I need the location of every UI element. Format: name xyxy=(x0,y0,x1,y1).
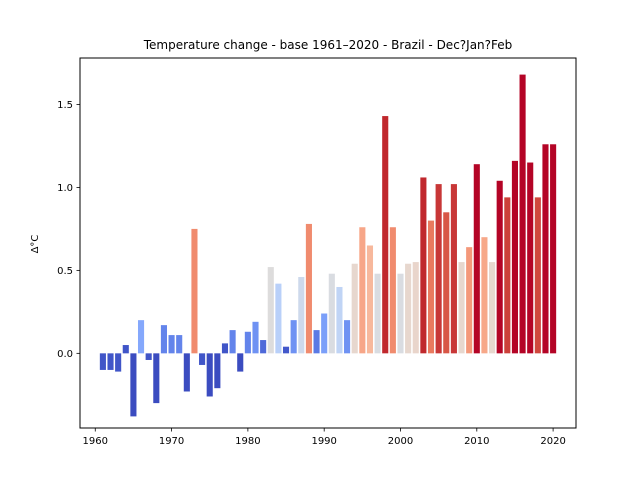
bar-2003 xyxy=(420,177,427,354)
bar-1979 xyxy=(237,353,244,372)
y-tick-label: 0.5 xyxy=(57,266,73,277)
bar-2019 xyxy=(542,144,549,354)
bar-2001 xyxy=(405,263,412,354)
bar-2000 xyxy=(397,273,404,354)
y-tick-label: 1.5 xyxy=(57,100,73,111)
x-tick-label: 1960 xyxy=(83,436,108,447)
bar-1974 xyxy=(199,353,206,365)
bar-1995 xyxy=(359,227,366,354)
bar-1964 xyxy=(122,345,129,354)
bar-2017 xyxy=(527,162,534,354)
bar-1999 xyxy=(389,227,396,354)
bar-1962 xyxy=(107,353,114,370)
bar-2006 xyxy=(443,212,450,354)
bar-1961 xyxy=(99,353,106,370)
bar-1980 xyxy=(244,331,251,354)
bar-2011 xyxy=(481,237,488,354)
bar-1975 xyxy=(206,353,213,397)
bar-2016 xyxy=(519,74,526,354)
bar-2010 xyxy=(473,164,480,354)
x-tick-label: 2020 xyxy=(540,436,565,447)
bar-2008 xyxy=(458,262,465,354)
bar-1983 xyxy=(267,267,274,354)
bar-2018 xyxy=(534,197,541,354)
bar-2009 xyxy=(466,247,473,354)
y-axis-label: Δ°C xyxy=(30,235,41,254)
x-tick-label: 1990 xyxy=(311,436,336,447)
bar-1998 xyxy=(382,116,389,354)
x-tick-label: 2000 xyxy=(388,436,413,447)
y-tick-label: 1.0 xyxy=(57,183,73,194)
bar-1982 xyxy=(260,340,267,354)
bar-1994 xyxy=(351,263,358,354)
bar-1990 xyxy=(321,313,328,354)
bar-1987 xyxy=(298,277,305,354)
bar-2015 xyxy=(511,160,518,354)
bar-1976 xyxy=(214,353,221,389)
bar-1965 xyxy=(130,353,137,417)
plot-frame xyxy=(79,57,577,429)
bar-1963 xyxy=(115,353,122,372)
chart-title: Temperature change - base 1961–2020 - Br… xyxy=(143,38,513,52)
bar-1973 xyxy=(191,228,198,354)
bar-1988 xyxy=(305,223,312,354)
bar-1985 xyxy=(282,346,290,354)
bar-1971 xyxy=(176,335,183,354)
bar-2012 xyxy=(489,262,496,354)
bar-2002 xyxy=(412,262,419,354)
bar-1986 xyxy=(290,320,297,354)
bar-2004 xyxy=(427,220,435,354)
bar-1972 xyxy=(183,353,190,392)
bar-1989 xyxy=(313,330,320,354)
bar-1970 xyxy=(168,335,175,354)
bar-2020 xyxy=(550,144,557,354)
y-tick-label: 0.0 xyxy=(57,349,73,360)
bar-1977 xyxy=(221,343,229,354)
x-tick-label: 2010 xyxy=(464,436,489,447)
bar-1969 xyxy=(160,325,167,354)
bar-1981 xyxy=(252,321,259,354)
bar-2013 xyxy=(496,180,503,354)
bar-1997 xyxy=(374,273,381,354)
bars-group xyxy=(99,74,557,417)
bar-2005 xyxy=(435,184,442,354)
bar-2007 xyxy=(450,184,457,354)
y-axis: 0.0 0.5 1.0 1.5 xyxy=(57,100,80,360)
bar-1984 xyxy=(275,283,282,354)
bar-1993 xyxy=(344,320,351,354)
bar-1996 xyxy=(366,245,374,354)
x-tick-label: 1970 xyxy=(159,436,184,447)
x-tick-label: 1980 xyxy=(235,436,260,447)
bar-2014 xyxy=(504,197,511,354)
bar-1967 xyxy=(145,353,152,360)
x-axis: 1960 1970 1980 1990 2000 2010 2020 xyxy=(83,428,566,447)
bar-1968 xyxy=(153,353,160,404)
bar-1991 xyxy=(328,273,335,354)
bar-1966 xyxy=(137,320,145,354)
bar-1978 xyxy=(229,330,236,354)
bar-1992 xyxy=(336,286,343,354)
